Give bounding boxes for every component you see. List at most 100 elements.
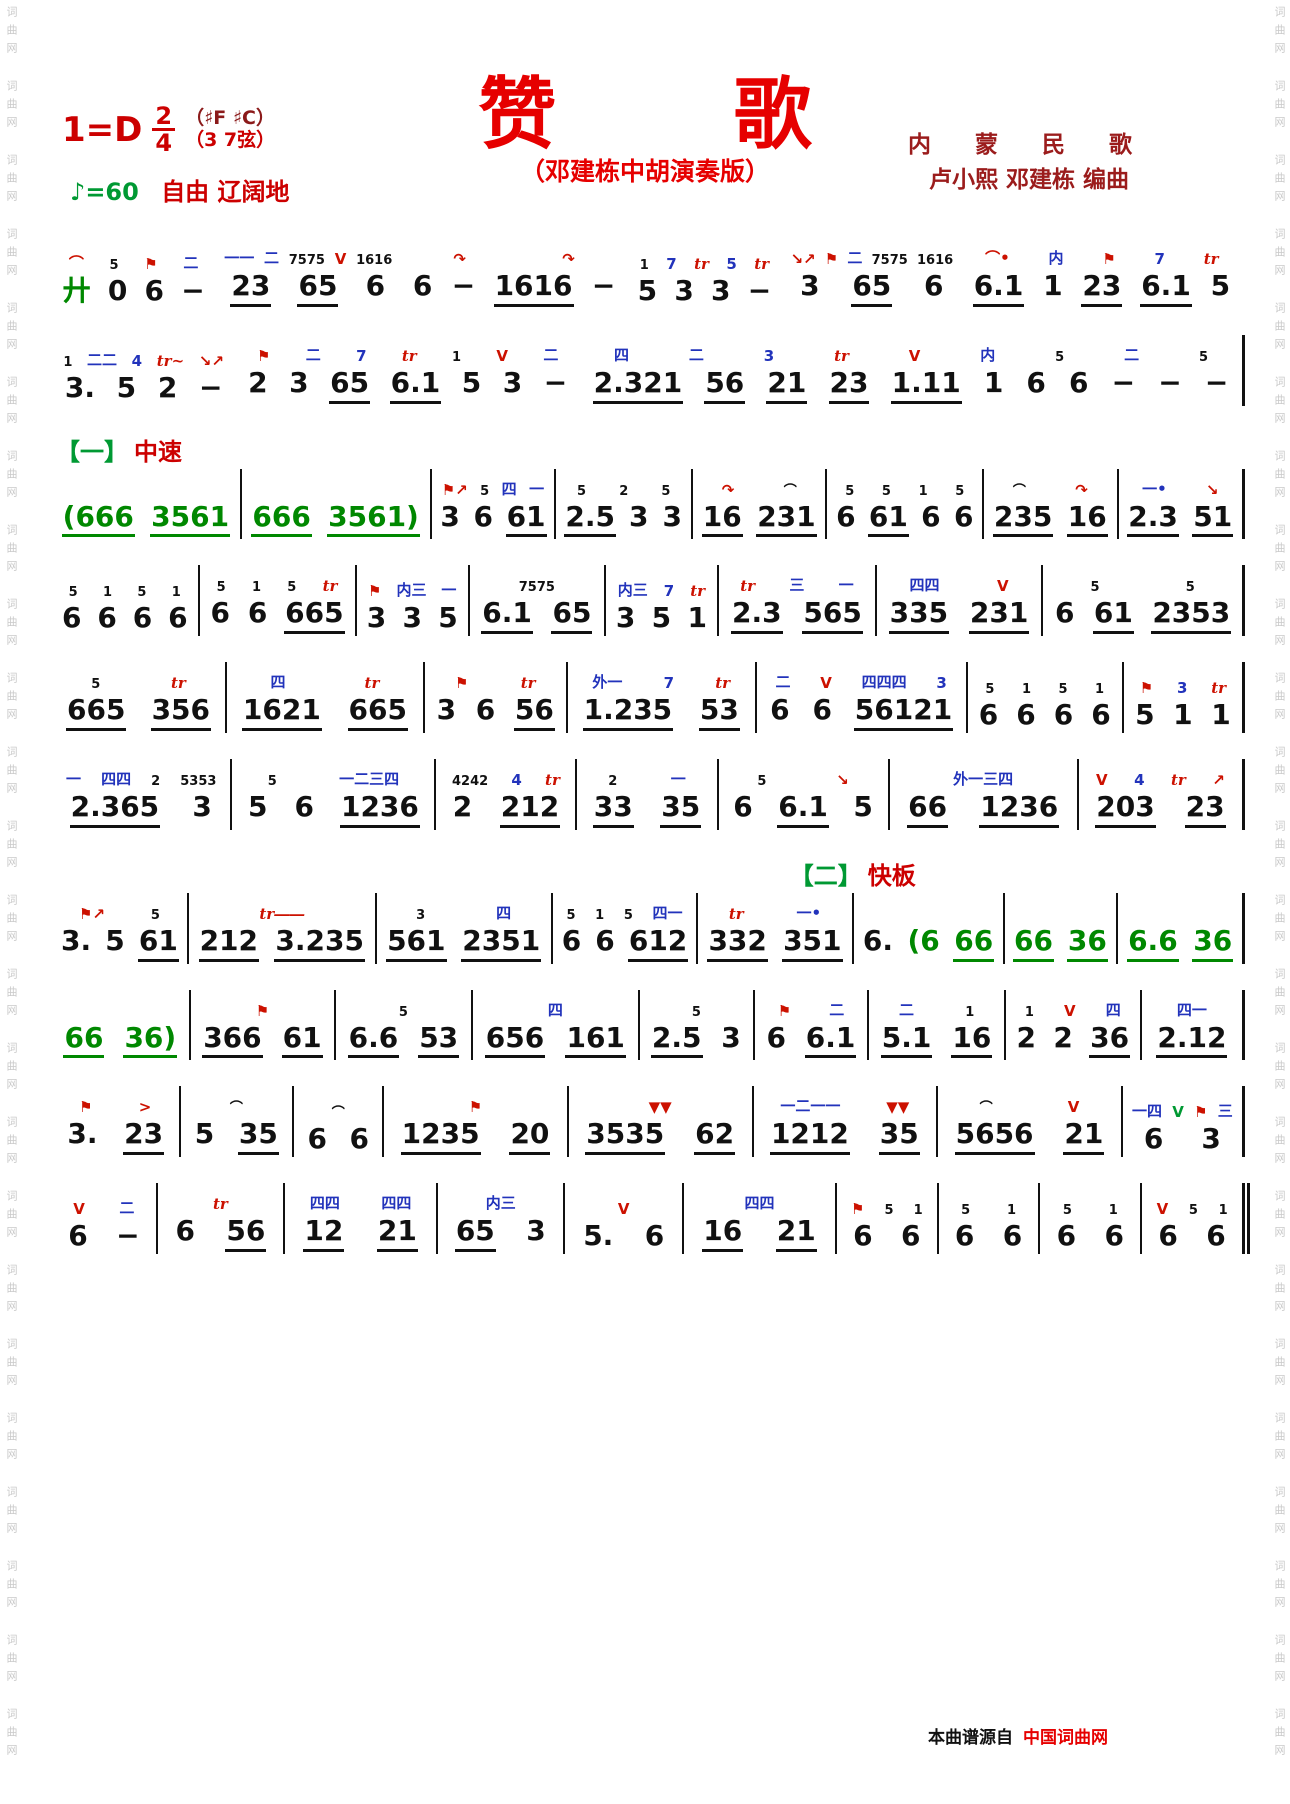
fingering-mark: ⌒ xyxy=(331,1106,345,1122)
notes-row: 332 351 xyxy=(704,925,845,962)
footer-site-link[interactable]: 中国词曲网 xyxy=(1023,1728,1108,1748)
tempo-block: ♪=60 自由 辽阔地 xyxy=(70,172,290,207)
ornament-marks-row: 5 tr xyxy=(58,662,219,692)
note-group: 6.1 xyxy=(777,791,829,828)
up-bow-icon: V xyxy=(1064,1001,1076,1020)
notes-row: 6 6 56121 xyxy=(763,693,960,731)
measure: 外一 7 tr 1.235 53 xyxy=(565,662,755,733)
note-group: 6 xyxy=(247,596,268,630)
ornament-marks-row: ⚑ 5 1 xyxy=(843,1188,931,1218)
measure: 四 656 161 xyxy=(470,989,638,1061)
fingering-mark: 5 xyxy=(985,682,995,698)
note-group: 561 xyxy=(386,925,447,962)
measure: 7575 6.1 65 xyxy=(467,565,604,637)
time-signature: 2 4 xyxy=(152,104,176,155)
measure: ⚑ 二 6 6.1 xyxy=(752,989,868,1061)
measure: ⚑ >3. 23 xyxy=(52,1086,179,1157)
fingering-mark: ↘ xyxy=(1205,480,1219,499)
fingering-mark: ↷ xyxy=(453,250,466,268)
bow-flag-icon: ⚑ xyxy=(455,674,469,693)
notes-row: 16 231 xyxy=(699,501,819,538)
measure: 四二 3 tr V 内 5 二 5 2.321 56 21 23 1.11 1 6 6− − − xyxy=(580,335,1242,406)
fingering-mark: 3 xyxy=(763,346,775,365)
fingering-mark: 四 xyxy=(270,673,286,692)
fingering-mark: 5 xyxy=(576,483,586,499)
measure: 四四 四四 12 21 xyxy=(283,1183,436,1254)
note-group: 6 xyxy=(1002,1219,1023,1253)
note-group: 23 xyxy=(1081,270,1123,307)
notes-row: 3535 62 xyxy=(575,1119,746,1156)
note-group: 3 xyxy=(629,499,649,533)
fingering-mark: 5 xyxy=(287,580,297,596)
ornament-marks-row: tr xyxy=(164,1183,277,1213)
measure: 6.6 36 xyxy=(1116,892,1242,964)
note-group: − xyxy=(591,269,616,302)
note-group: 3 xyxy=(615,601,636,635)
note-group: 2.3 xyxy=(1127,501,1179,538)
ornament-marks-row: 7575 xyxy=(476,565,598,595)
measure: tr 6 56 xyxy=(155,1183,283,1254)
fingering-mark: 1 xyxy=(1108,1203,1118,1219)
fingering-mark: ⌒ xyxy=(1012,483,1026,499)
note-group: 2 xyxy=(1053,1020,1073,1054)
music-system: ⚑ >3. 23 ⌒ 5 35 ⌒ 6 6 ⚑ 1235 20 ▼▼ 3535 62 一二一一 ▼▼ 1212 35… xyxy=(52,1086,1245,1158)
notes-row: 廾 0 6− xyxy=(58,275,209,307)
notes-row: 33 35 xyxy=(583,791,710,828)
measure: 一四四 2 5353 2.365 3 xyxy=(52,759,230,830)
note-group: 6.1 xyxy=(972,270,1025,307)
notes-row: 65 3 xyxy=(444,1215,557,1252)
notes-row: 5 6 1236 xyxy=(238,791,428,828)
fingering-mark: 4242 xyxy=(452,773,489,789)
trill-mark: tr―― xyxy=(259,904,305,923)
measure: ⌒ ↷ 235 16 xyxy=(982,468,1116,540)
note-group: 212 xyxy=(499,791,561,828)
note-group: − xyxy=(747,274,772,307)
note-group: 3 xyxy=(440,499,460,533)
note-group: 6.1 xyxy=(1140,270,1192,307)
note-group: 212 xyxy=(198,925,260,962)
fingering-mark: 7575 xyxy=(288,253,325,268)
ornament-marks-row: 5 1 5 tr xyxy=(206,565,349,595)
note-group: 6 xyxy=(770,693,790,727)
notes-row: 5 35 xyxy=(187,1119,287,1156)
fingering-mark: 5 xyxy=(881,483,891,499)
note-group: 656 xyxy=(484,1022,546,1059)
fingering-mark: 1 xyxy=(965,1004,975,1020)
trill-mark: tr xyxy=(322,577,338,596)
fingering-mark: 一 xyxy=(66,769,82,788)
notes-row: 5656 21 xyxy=(944,1119,1115,1156)
fingering-mark: ⌒ xyxy=(979,1101,993,1117)
note-group: 6 xyxy=(61,601,82,635)
note-group: 6 xyxy=(853,1219,873,1253)
note-group: 1236 xyxy=(339,791,420,828)
note-group: 6.1 xyxy=(481,598,533,635)
note-group: 1621 xyxy=(241,694,322,731)
section-label: 【一】 xyxy=(56,437,128,466)
fingering-mark: 7 xyxy=(1154,250,1165,268)
note-group: 6 xyxy=(766,1020,787,1054)
note-group: 6 xyxy=(210,596,230,630)
measure: ⚑ 1235 20 xyxy=(382,1086,567,1158)
note-group: 3 xyxy=(289,365,309,399)
fingering-mark: 5 xyxy=(757,773,767,789)
fingering-mark: ↗ xyxy=(1212,770,1225,789)
notes-row: 235 16 xyxy=(990,501,1110,538)
note-group: − xyxy=(1204,365,1229,399)
note-group: 5. xyxy=(583,1219,614,1253)
note-group: 3. xyxy=(61,923,92,957)
trill-mark: tr xyxy=(545,770,560,789)
fingering-mark: ↘↗ xyxy=(198,351,224,370)
fingering-mark: 5 xyxy=(623,907,633,923)
note-group: 3561 xyxy=(150,501,231,538)
ornament-marks-row xyxy=(58,469,234,499)
measure: 2 一 33 35 xyxy=(575,758,716,830)
note-group: 6 xyxy=(1016,698,1036,732)
note-group: 5 xyxy=(637,274,658,307)
trill-mark: tr xyxy=(728,904,744,923)
fingering-mark: ↷ xyxy=(721,480,735,499)
